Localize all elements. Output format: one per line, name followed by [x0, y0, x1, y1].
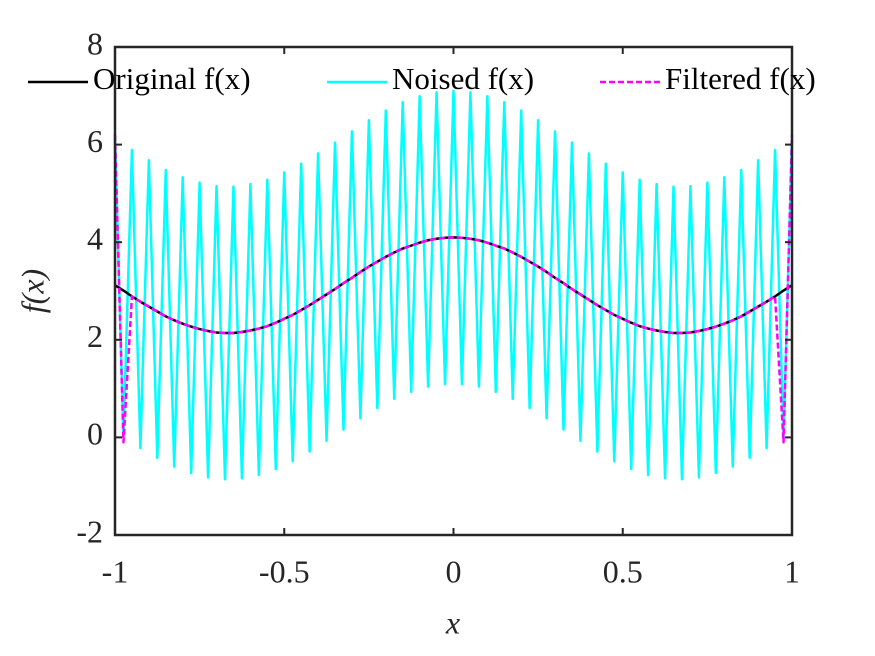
- y-tick-label: 2: [87, 318, 103, 354]
- y-tick-label: 8: [87, 25, 103, 61]
- series-line: [114, 236, 793, 335]
- y-tick-label: 6: [87, 123, 103, 159]
- x-tick-label: -1: [102, 553, 129, 589]
- x-tick-label: 0: [446, 553, 462, 589]
- x-tick-label: 0.5: [603, 553, 643, 589]
- x-axis-label: x: [445, 604, 460, 640]
- y-tick-label: 4: [87, 221, 103, 257]
- y-tick-label: -2: [76, 513, 103, 549]
- series-line: [113, 89, 794, 481]
- legend-label: Original f(x): [93, 61, 251, 96]
- series-line: [113, 134, 794, 444]
- x-tick-label: -0.5: [259, 553, 310, 589]
- y-axis-label: f(x): [14, 269, 50, 313]
- y-tick-label: 0: [87, 416, 103, 452]
- legend-label: Noised f(x): [392, 61, 534, 96]
- x-tick-label: 1: [784, 553, 800, 589]
- legend-label: Filtered f(x): [665, 61, 816, 96]
